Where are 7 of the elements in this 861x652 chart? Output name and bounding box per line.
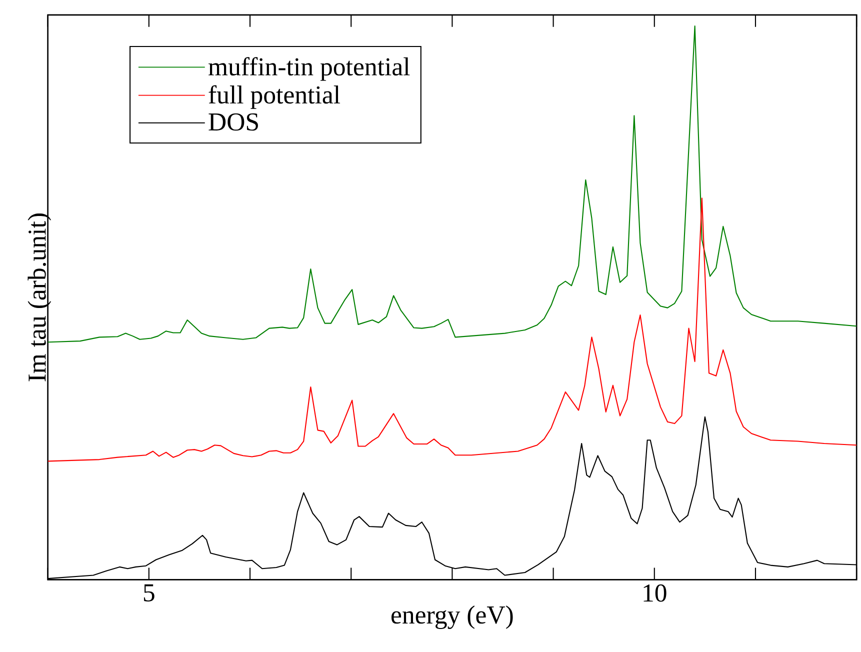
legend-label: muffin-tin potential — [208, 56, 410, 81]
x-axis-title: energy (eV) — [392, 605, 513, 629]
legend-label: full potential — [208, 85, 340, 109]
legend-label: DOS — [208, 113, 258, 130]
x-tick-label: 10 — [644, 584, 666, 602]
y-axis-title: Im tau (arb.unit) — [28, 213, 52, 382]
x-tick-label: 5 — [144, 584, 154, 602]
